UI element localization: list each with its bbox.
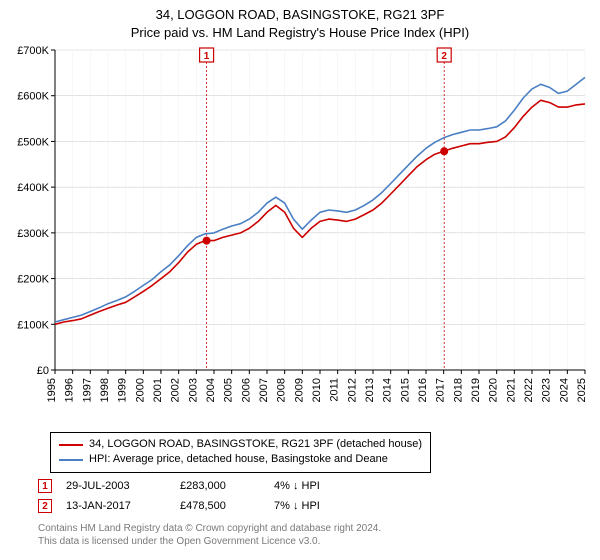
- legend-label-hpi: HPI: Average price, detached house, Basi…: [89, 452, 388, 467]
- footer-line2: This data is licensed under the Open Gov…: [38, 535, 578, 548]
- svg-text:2019: 2019: [470, 378, 482, 402]
- svg-text:2025: 2025: [576, 378, 588, 402]
- svg-text:2012: 2012: [346, 378, 358, 402]
- marker-box-2: 2: [38, 499, 52, 513]
- svg-text:2021: 2021: [505, 378, 517, 402]
- svg-text:2015: 2015: [399, 378, 411, 402]
- svg-text:2017: 2017: [435, 378, 447, 402]
- svg-text:2006: 2006: [240, 378, 252, 402]
- svg-text:1997: 1997: [81, 378, 93, 402]
- svg-text:2: 2: [441, 51, 447, 62]
- footer: Contains HM Land Registry data © Crown c…: [38, 522, 578, 548]
- svg-text:2020: 2020: [488, 378, 500, 402]
- svg-text:1: 1: [204, 51, 210, 62]
- svg-text:£200K: £200K: [17, 274, 49, 286]
- svg-text:2016: 2016: [417, 378, 429, 402]
- datapoint-price: £283,000: [180, 480, 260, 492]
- chart-container: £0 £100K £200K £300K £400K £500K £600K £700K 199…: [0, 42, 600, 422]
- datapoint-delta: 4% ↓ HPI: [274, 480, 374, 492]
- datapoint-row: 2 13-JAN-2017 £478,500 7% ↓ HPI: [38, 496, 578, 516]
- svg-text:2023: 2023: [541, 378, 553, 402]
- datapoint-price: £478,500: [180, 500, 260, 512]
- title-line2: Price paid vs. HM Land Registry's House …: [0, 24, 600, 42]
- footer-line1: Contains HM Land Registry data © Crown c…: [38, 522, 578, 535]
- svg-text:£500K: £500K: [17, 136, 49, 148]
- svg-text:2022: 2022: [523, 378, 535, 402]
- svg-text:2002: 2002: [170, 378, 182, 402]
- chart-title: 34, LOGGON ROAD, BASINGSTOKE, RG21 3PF P…: [0, 0, 600, 41]
- svg-text:2003: 2003: [187, 378, 199, 402]
- legend-item-hpi: HPI: Average price, detached house, Basi…: [59, 452, 422, 467]
- svg-text:2013: 2013: [364, 378, 376, 402]
- svg-text:£700K: £700K: [17, 45, 49, 57]
- svg-text:2014: 2014: [382, 378, 394, 402]
- legend-label-paid: 34, LOGGON ROAD, BASINGSTOKE, RG21 3PF (…: [89, 437, 422, 452]
- datapoint-delta: 7% ↓ HPI: [274, 500, 374, 512]
- datapoint-row: 1 29-JUL-2003 £283,000 4% ↓ HPI: [38, 476, 578, 496]
- svg-text:2009: 2009: [293, 378, 305, 402]
- marker-box-1: 1: [38, 479, 52, 493]
- svg-text:£0: £0: [37, 365, 49, 377]
- svg-text:2008: 2008: [276, 378, 288, 402]
- legend-swatch-paid: [59, 444, 83, 446]
- title-line1: 34, LOGGON ROAD, BASINGSTOKE, RG21 3PF: [0, 6, 600, 24]
- legend-swatch-hpi: [59, 459, 83, 461]
- svg-text:£600K: £600K: [17, 91, 49, 103]
- price-chart: £0 £100K £200K £300K £400K £500K £600K £700K 199…: [0, 42, 600, 422]
- svg-text:£300K: £300K: [17, 228, 49, 240]
- svg-text:2004: 2004: [205, 378, 217, 402]
- svg-text:1995: 1995: [46, 378, 58, 402]
- svg-text:2018: 2018: [452, 378, 464, 402]
- svg-text:1998: 1998: [99, 378, 111, 402]
- svg-text:2011: 2011: [329, 378, 341, 402]
- datapoints-table: 1 29-JUL-2003 £283,000 4% ↓ HPI 2 13-JAN…: [38, 476, 578, 516]
- legend-item-paid: 34, LOGGON ROAD, BASINGSTOKE, RG21 3PF (…: [59, 437, 422, 452]
- svg-text:2007: 2007: [258, 378, 270, 402]
- svg-text:2001: 2001: [152, 378, 164, 402]
- svg-text:£100K: £100K: [17, 319, 49, 331]
- svg-text:2005: 2005: [223, 378, 235, 402]
- svg-text:1999: 1999: [117, 378, 129, 402]
- legend: 34, LOGGON ROAD, BASINGSTOKE, RG21 3PF (…: [50, 432, 431, 473]
- datapoint-date: 13-JAN-2017: [66, 500, 166, 512]
- svg-text:2000: 2000: [134, 378, 146, 402]
- svg-text:£400K: £400K: [17, 182, 49, 194]
- svg-text:2024: 2024: [558, 378, 570, 402]
- svg-text:1996: 1996: [64, 378, 76, 402]
- datapoint-date: 29-JUL-2003: [66, 480, 166, 492]
- svg-text:2010: 2010: [311, 378, 323, 402]
